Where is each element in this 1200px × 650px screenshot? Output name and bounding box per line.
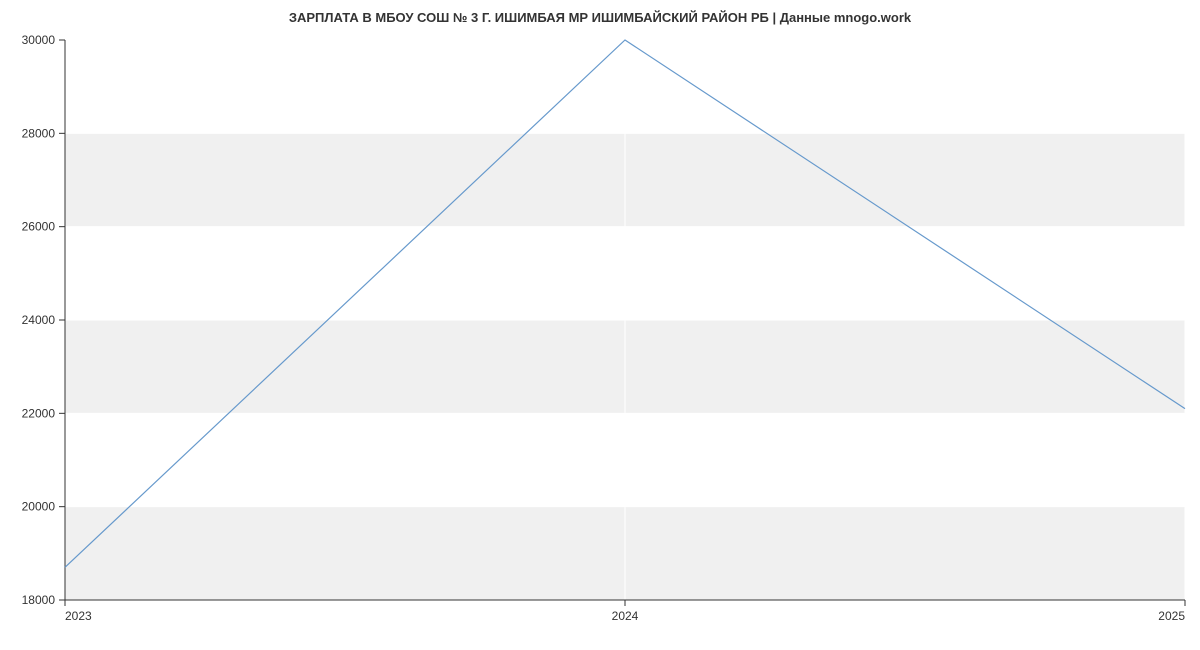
x-tick-label: 2023 <box>65 609 92 623</box>
y-tick-label: 26000 <box>22 220 56 234</box>
x-tick-label: 2025 <box>1158 609 1185 623</box>
y-tick-label: 24000 <box>22 313 56 327</box>
y-tick-label: 28000 <box>22 126 56 140</box>
chart-container: ЗАРПЛАТА В МБОУ СОШ № 3 Г. ИШИМБАЯ МР ИШ… <box>0 0 1200 650</box>
y-tick-label: 22000 <box>22 406 56 420</box>
x-tick-label: 2024 <box>612 609 639 623</box>
y-tick-label: 30000 <box>22 33 56 47</box>
line-chart: 18000 20000 22000 24000 26000 28000 30000 2023 2… <box>0 0 1200 650</box>
y-tick-label: 20000 <box>22 500 56 514</box>
y-tick-label: 18000 <box>22 593 56 607</box>
